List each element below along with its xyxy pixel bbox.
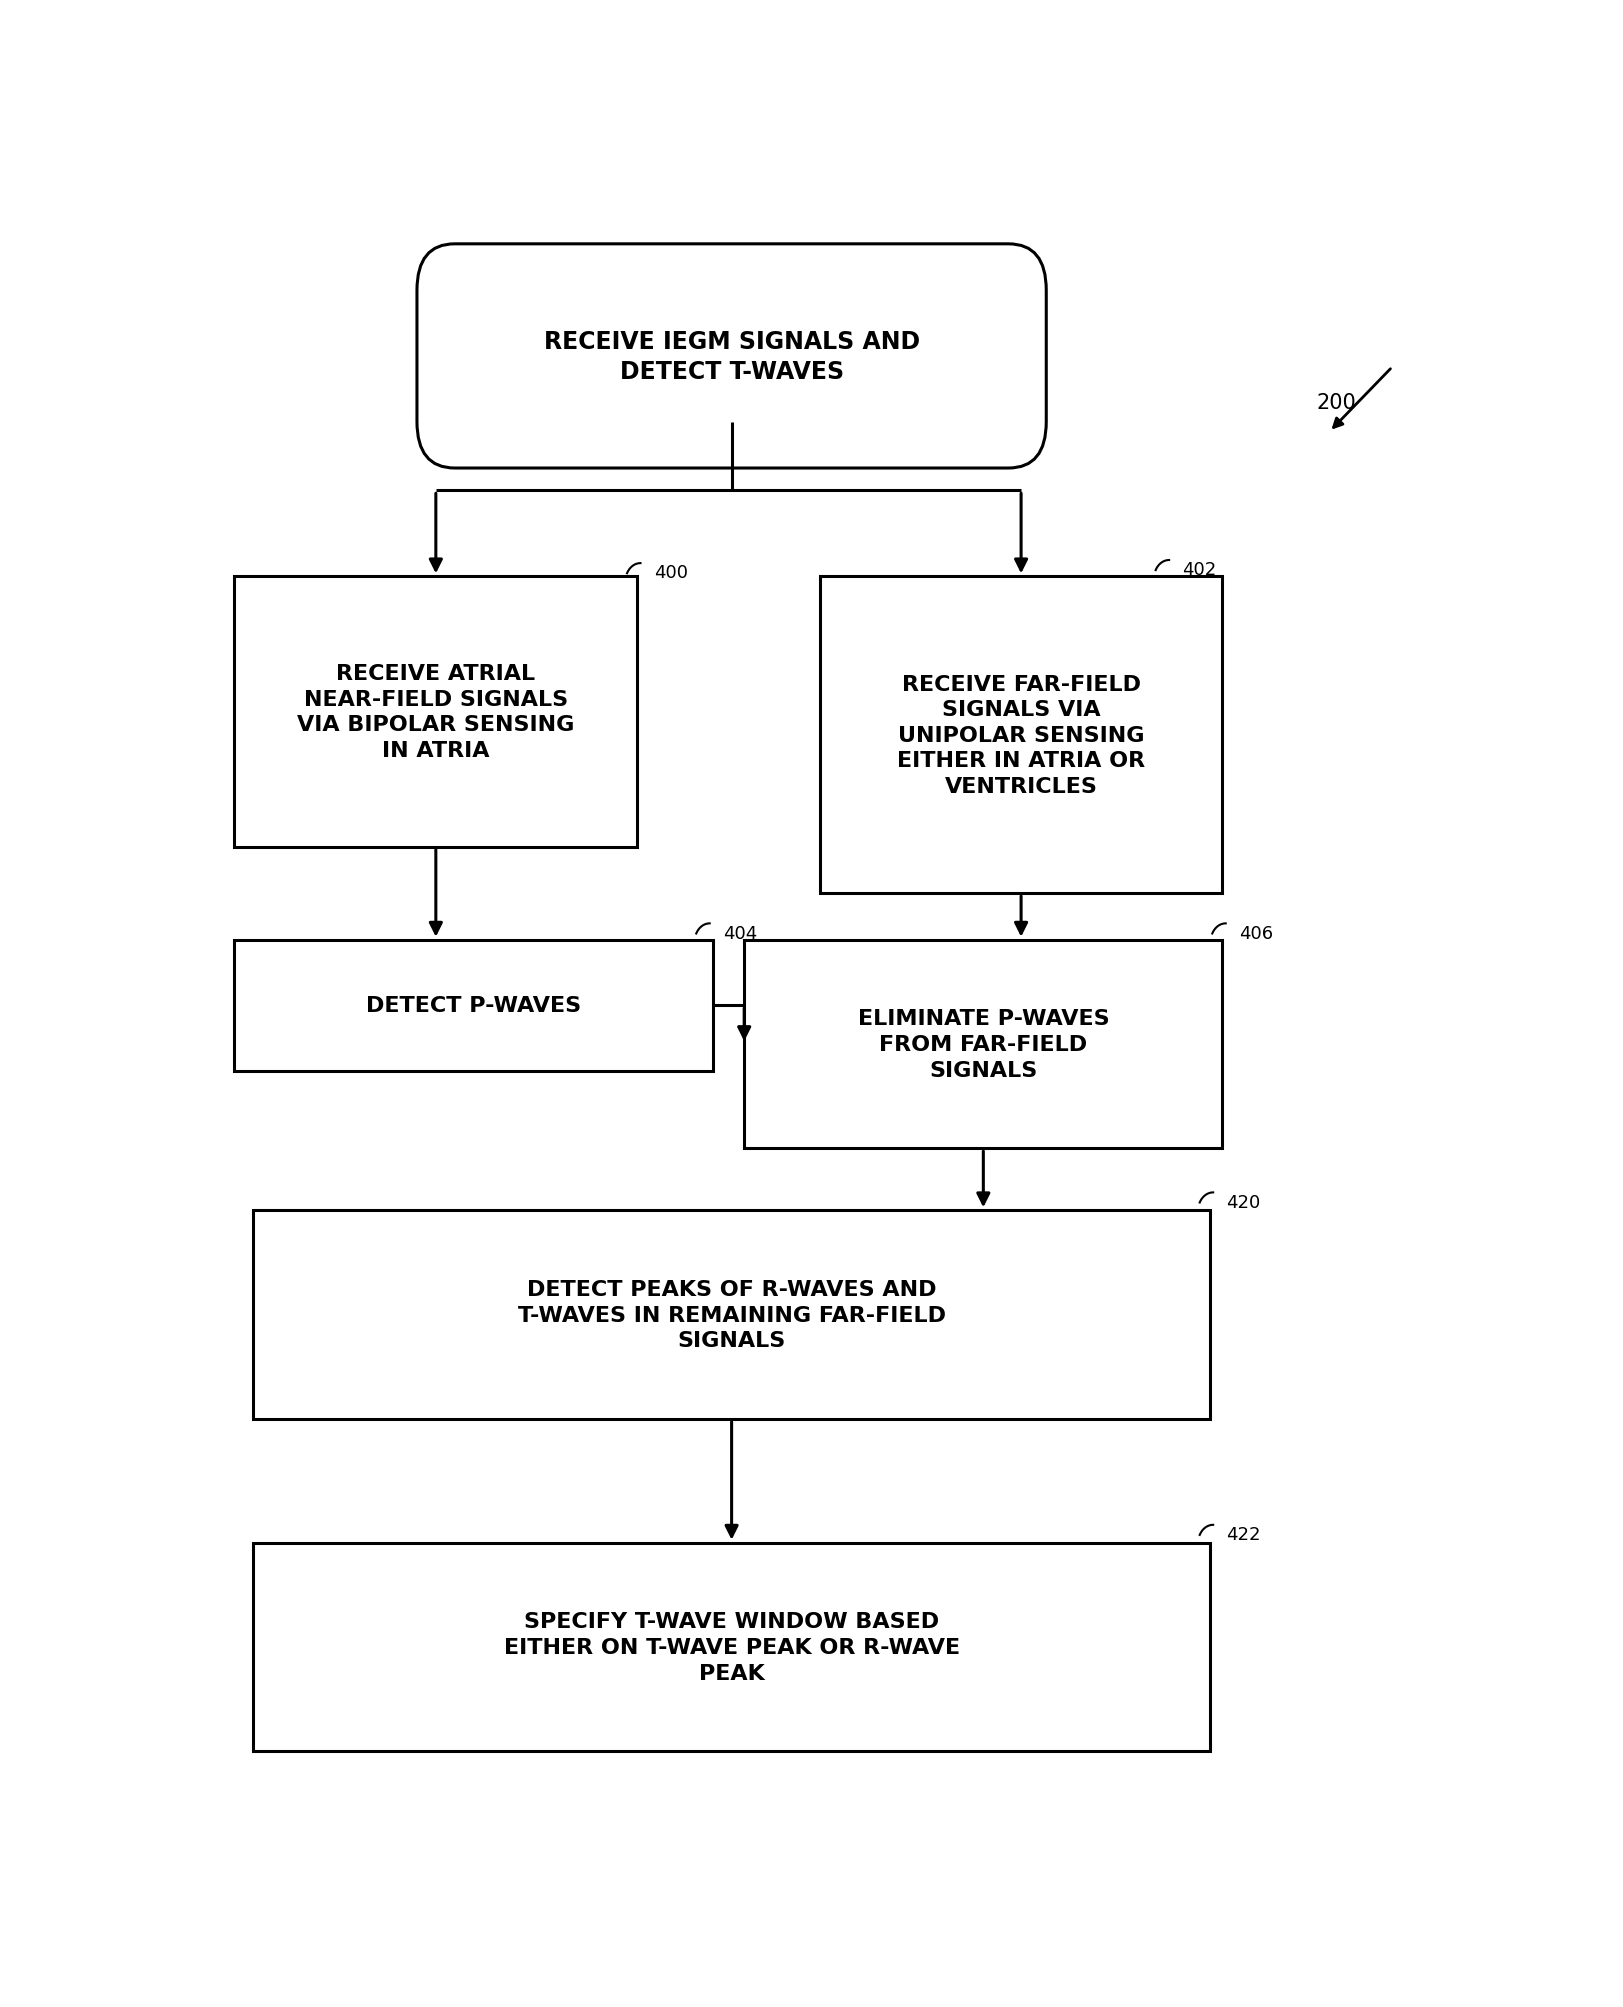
Text: ELIMINATE P-WAVES
FROM FAR-FIELD
SIGNALS: ELIMINATE P-WAVES FROM FAR-FIELD SIGNALS [857,1010,1109,1080]
Bar [234,939,712,1072]
Text: 200: 200 [1316,393,1355,413]
Text: 404: 404 [722,923,756,941]
Text: DETECT PEAKS OF R-WAVES AND
T-WAVES IN REMAINING FAR-FIELD
SIGNALS: DETECT PEAKS OF R-WAVES AND T-WAVES IN R… [518,1278,945,1351]
Bar [743,939,1222,1148]
FancyBboxPatch shape [417,245,1045,470]
Text: 420: 420 [1225,1192,1259,1210]
Bar [253,1210,1209,1419]
Text: 406: 406 [1238,923,1272,941]
Text: SPECIFY T-WAVE WINDOW BASED
EITHER ON T-WAVE PEAK OR R-WAVE
PEAK: SPECIFY T-WAVE WINDOW BASED EITHER ON T-… [503,1612,959,1682]
Text: 400: 400 [652,564,687,582]
Bar [234,576,636,847]
Text: RECEIVE FAR-FIELD
SIGNALS VIA
UNIPOLAR SENSING
EITHER IN ATRIA OR
VENTRICLES: RECEIVE FAR-FIELD SIGNALS VIA UNIPOLAR S… [896,674,1144,797]
Text: RECEIVE ATRIAL
NEAR-FIELD SIGNALS
VIA BIPOLAR SENSING
IN ATRIA: RECEIVE ATRIAL NEAR-FIELD SIGNALS VIA BI… [297,664,575,761]
Text: RECEIVE IEGM SIGNALS AND
DETECT T-WAVES: RECEIVE IEGM SIGNALS AND DETECT T-WAVES [544,329,919,383]
Bar [253,1543,1209,1752]
Bar [820,576,1222,893]
Text: DETECT P-WAVES: DETECT P-WAVES [365,995,581,1016]
Text: 402: 402 [1182,562,1216,578]
Text: 422: 422 [1225,1525,1259,1543]
